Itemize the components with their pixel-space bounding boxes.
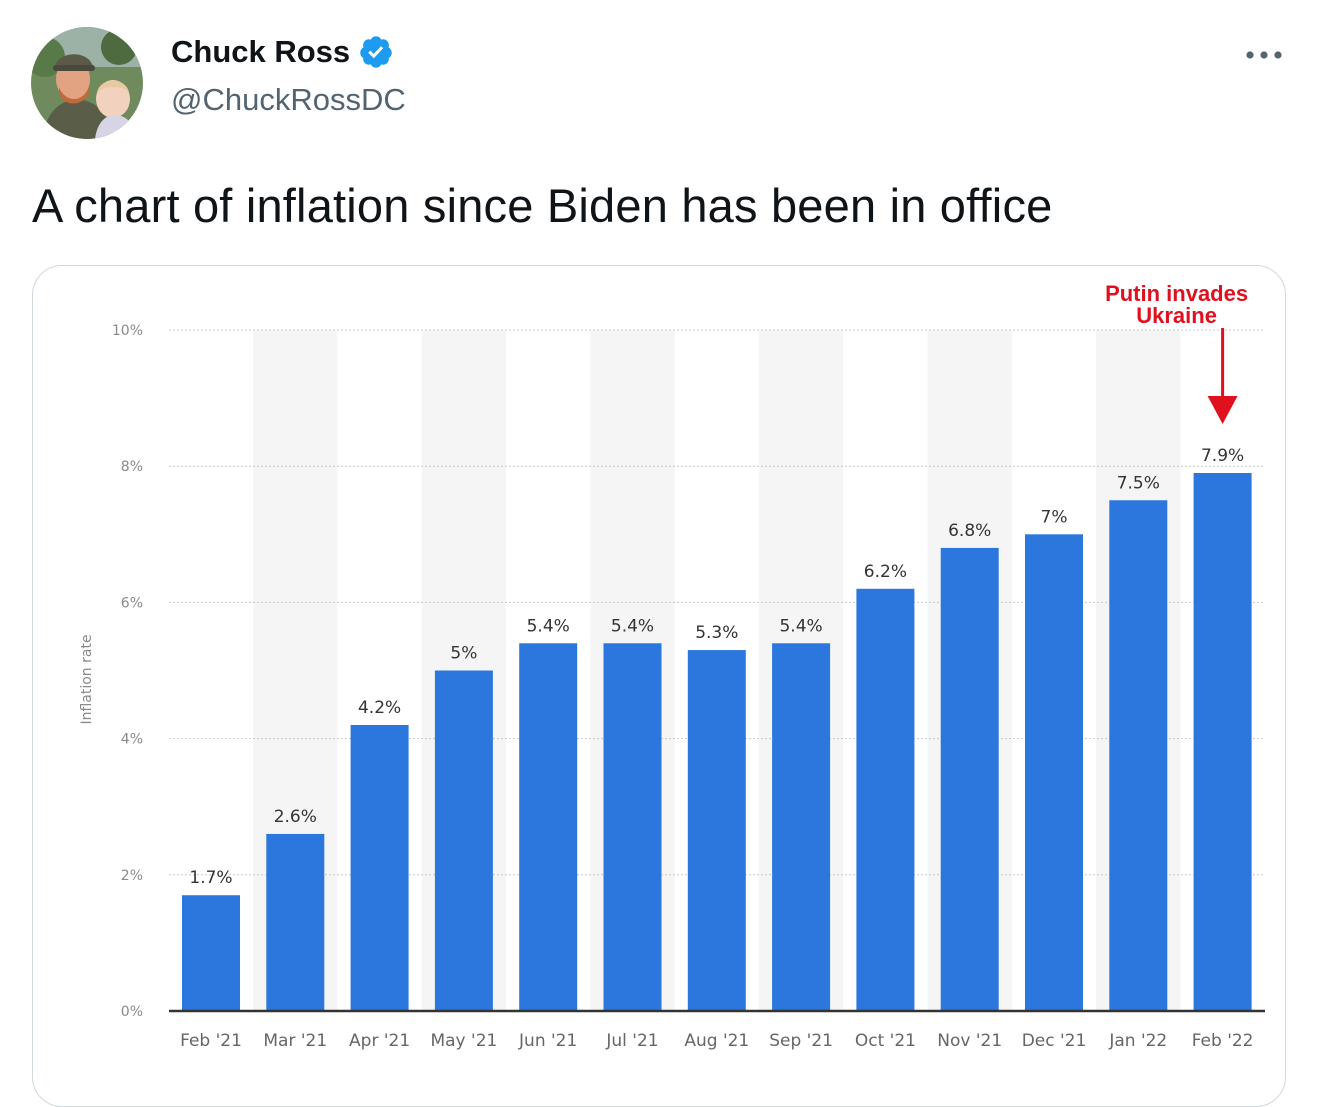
tweet-text: A chart of inflation since Biden has bee… bbox=[32, 179, 1053, 232]
bar bbox=[519, 643, 578, 1011]
x-tick-label: Nov '21 bbox=[937, 1031, 1002, 1051]
annotation-text: Ukraine bbox=[1136, 303, 1217, 328]
x-tick-label: Feb '22 bbox=[1192, 1031, 1254, 1051]
data-label: 5.3% bbox=[695, 623, 738, 643]
bar bbox=[856, 588, 915, 1011]
data-label: 5.4% bbox=[611, 616, 654, 636]
x-tick-label: May '21 bbox=[430, 1031, 497, 1051]
bar bbox=[182, 895, 240, 1011]
inflation-bar-chart: 0% 2% 4% 6% 8% 10% Inflation rate 1.7% Feb '21 2.… bbox=[79, 281, 1265, 1051]
bar bbox=[350, 724, 409, 1011]
data-label: 2.6% bbox=[274, 807, 317, 827]
x-tick-label: Mar '21 bbox=[263, 1031, 327, 1051]
bar bbox=[603, 643, 662, 1011]
verified-badge-icon bbox=[358, 34, 394, 70]
x-tick-label: Apr '21 bbox=[349, 1031, 410, 1051]
bar bbox=[772, 643, 831, 1011]
more-options-icon[interactable] bbox=[1242, 40, 1286, 70]
data-label: 7% bbox=[1041, 507, 1068, 527]
bar bbox=[940, 547, 999, 1011]
annotation-arrowhead bbox=[1207, 396, 1238, 424]
bar bbox=[687, 650, 746, 1011]
author-name-row[interactable]: Chuck Ross bbox=[171, 34, 394, 70]
y-tick-label: 2% bbox=[121, 868, 143, 884]
x-tick-label: Jun '21 bbox=[518, 1031, 577, 1051]
data-label: 1.7% bbox=[189, 868, 232, 888]
y-tick-label: 4% bbox=[121, 732, 143, 748]
x-tick-label: Jul '21 bbox=[605, 1031, 658, 1051]
y-tick-label: 6% bbox=[121, 595, 143, 611]
y-axis-label: Inflation rate bbox=[79, 634, 95, 724]
y-tick-label: 8% bbox=[121, 459, 143, 475]
bar bbox=[1025, 534, 1083, 1011]
data-label: 6.8% bbox=[948, 521, 991, 541]
x-tick-label: Aug '21 bbox=[684, 1031, 749, 1051]
bar bbox=[1109, 500, 1168, 1011]
avatar[interactable] bbox=[31, 27, 143, 139]
bar bbox=[266, 833, 325, 1011]
author-display-name[interactable]: Chuck Ross bbox=[171, 34, 351, 69]
x-tick-label: Feb '21 bbox=[180, 1031, 242, 1051]
x-tick-label: Jan '22 bbox=[1108, 1031, 1167, 1051]
avatar-photo-icon bbox=[31, 27, 143, 139]
bar bbox=[1193, 473, 1252, 1011]
author-handle[interactable]: @ChuckRossDC bbox=[171, 82, 406, 117]
x-tick-label: Oct '21 bbox=[855, 1031, 916, 1051]
y-tick-label: 0% bbox=[121, 1004, 143, 1020]
data-label: 4.2% bbox=[358, 698, 401, 718]
bar bbox=[434, 670, 493, 1011]
y-tick-label: 10% bbox=[112, 323, 143, 339]
data-label: 6.2% bbox=[864, 562, 907, 582]
x-tick-label: Sep '21 bbox=[769, 1031, 833, 1051]
data-label: 7.9% bbox=[1201, 446, 1244, 466]
data-label: 5.4% bbox=[779, 616, 822, 636]
data-label: 7.5% bbox=[1117, 473, 1160, 493]
annotation-text: Putin invades bbox=[1105, 281, 1248, 306]
data-label: 5.4% bbox=[527, 616, 570, 636]
media-card[interactable]: 0% 2% 4% 6% 8% 10% Inflation rate 1.7% Feb '21 2.… bbox=[32, 265, 1286, 1107]
x-tick-label: Dec '21 bbox=[1022, 1031, 1087, 1051]
data-label: 5% bbox=[450, 644, 477, 664]
